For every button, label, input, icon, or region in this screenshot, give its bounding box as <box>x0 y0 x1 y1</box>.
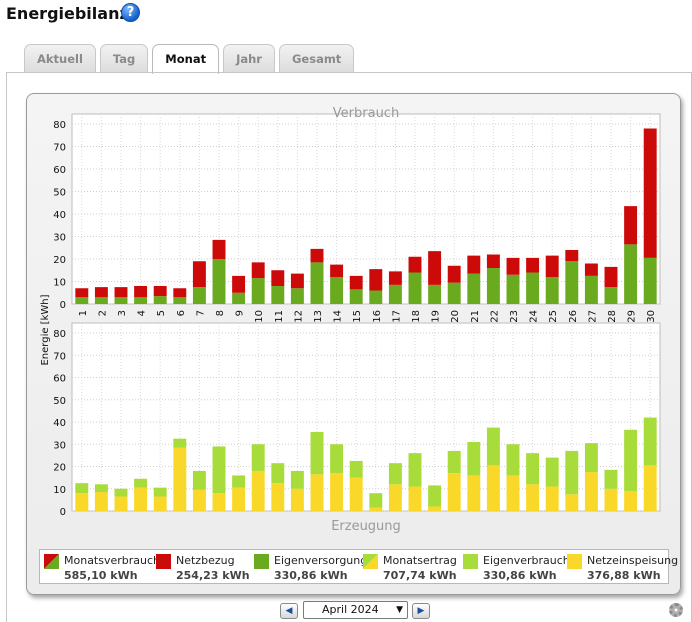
legend-label: Monatsertrag <box>383 554 457 567</box>
split-red-green-icon <box>44 554 59 569</box>
legend-value: 585,10 kWh <box>64 569 138 582</box>
next-month-button[interactable]: ▶ <box>412 603 430 619</box>
legend-value: 707,74 kWh <box>383 569 457 582</box>
page-title: Energiebilanz <box>6 4 129 23</box>
legend-label: Eigenversorgung <box>274 554 368 567</box>
legend-label: Netzbezug <box>176 554 235 567</box>
netzbezug-swatch-icon <box>156 554 171 569</box>
legend-label: Eigenverbrauch <box>483 554 570 567</box>
month-select-value: April 2024 <box>322 603 379 616</box>
legend-value: 330,86 kWh <box>483 569 557 582</box>
netzeinspeisung-swatch-icon <box>567 554 582 569</box>
energy-chart-panel <box>26 93 681 595</box>
legend-value: 254,23 kWh <box>176 569 250 582</box>
previous-month-button[interactable]: ◀ <box>280 603 298 619</box>
help-icon[interactable]: ? <box>121 3 140 22</box>
tab-tag[interactable]: Tag <box>99 44 149 73</box>
chevron-down-icon: ▼ <box>396 605 403 615</box>
tab-monat[interactable]: Monat <box>152 44 220 74</box>
legend: Monatsverbrauch 585,10 kWh Netzbezug 254… <box>39 549 678 584</box>
split-green-yellow-icon <box>363 554 378 569</box>
eigenverbrauch-swatch-icon <box>463 554 478 569</box>
tab-gesamt[interactable]: Gesamt <box>278 44 355 73</box>
tab-jahr[interactable]: Jahr <box>223 44 275 73</box>
month-select[interactable]: April 2024 ▼ <box>303 601 408 619</box>
tab-divider <box>6 72 692 73</box>
tab-aktuell[interactable]: Aktuell <box>24 44 96 73</box>
eigenversorgung-swatch-icon <box>254 554 269 569</box>
gear-icon[interactable] <box>669 603 683 617</box>
legend-label: Monatsverbrauch <box>64 554 161 567</box>
tab-bar: Aktuell Tag Monat Jahr Gesamt <box>24 44 355 74</box>
legend-label: Netzeinspeisung <box>587 554 679 567</box>
legend-value: 376,88 kWh <box>587 569 661 582</box>
legend-value: 330,86 kWh <box>274 569 348 582</box>
